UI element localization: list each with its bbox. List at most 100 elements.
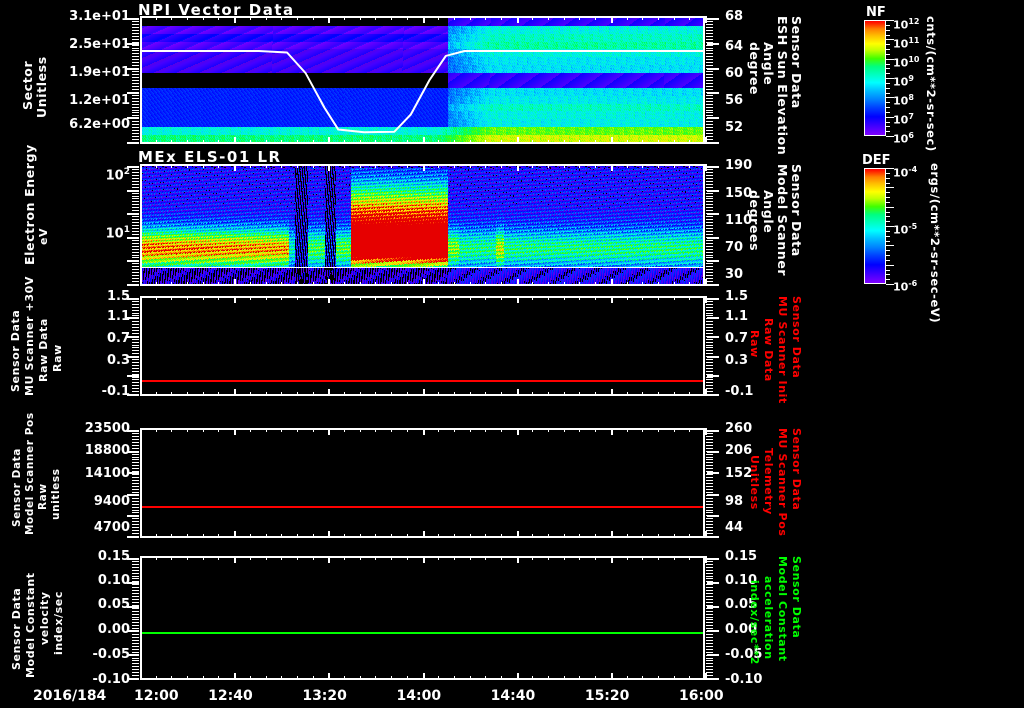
vel-right-ytick-4: -0.05 bbox=[725, 647, 763, 662]
npi-right-ytick-1: 64 bbox=[725, 39, 744, 54]
els-right-ytick-2: 110 bbox=[725, 213, 753, 228]
mu30-right-ytick-4: -0.1 bbox=[725, 384, 754, 399]
mu30-ytick-2: 0.7 bbox=[106, 331, 130, 346]
vel-right-ytick-3: 0.00 bbox=[725, 622, 758, 637]
npi-right-axis-title-1: ESH Sun Elevation bbox=[775, 16, 790, 156]
panel-els-plot-area bbox=[140, 164, 705, 286]
mu30-ytick-3: 0.3 bbox=[106, 353, 130, 368]
npi-left-axis-title-0: Sector bbox=[20, 60, 35, 110]
xaxis-date-label: 2016/184 bbox=[33, 688, 107, 704]
mu30-right-axis-title-0: Sensor Data bbox=[790, 296, 803, 379]
els-right-ytick-3: 70 bbox=[725, 240, 744, 255]
nf-cbar-tick-5: 107 bbox=[893, 112, 914, 127]
pos-right-axis-title-0: Sensor Data bbox=[790, 428, 803, 511]
nf-colorbar-title: NF bbox=[866, 5, 886, 20]
pos-right-axis-title-1: MU Scanner Pos bbox=[776, 428, 789, 537]
xaxis-tick-2: 13:20 bbox=[302, 688, 347, 704]
mu30-left-axis-title-2: Raw Data bbox=[37, 318, 50, 382]
vel-left-axis-title-1: Model Constant bbox=[24, 572, 37, 678]
def-cbar-tick-1: 10-5 bbox=[893, 222, 918, 237]
els-right-axis-title-2: Angle bbox=[761, 190, 776, 234]
nf-cbar-tick-2: 1010 bbox=[893, 55, 920, 70]
vel-right-axis-title-0: Sensor Data bbox=[790, 556, 803, 639]
pos-ytick-4: 4700 bbox=[93, 520, 130, 535]
pos-right-axis-title-3: Unitless bbox=[748, 455, 761, 510]
vel-ytick-0: 0.15 bbox=[97, 549, 130, 564]
els-right-axis-title-3: degrees bbox=[747, 190, 762, 252]
pos-right-axis-title-2: Telemetry bbox=[762, 448, 775, 515]
mu30-right-ytick-3: 0.3 bbox=[725, 353, 749, 368]
def-cbar-tick-0: 10-4 bbox=[893, 165, 918, 180]
els-right-ytick-0: 190 bbox=[725, 158, 753, 173]
vel-left-axis-title-0: Sensor Data bbox=[10, 587, 23, 670]
npi-right-ytick-4: 52 bbox=[725, 120, 744, 135]
nf-cbar-tick-1: 1011 bbox=[893, 36, 920, 51]
npi-spectrogram-canvas bbox=[142, 18, 703, 142]
vel-right-ytick-5: -0.10 bbox=[725, 672, 763, 687]
vel-ytick-1: 0.10 bbox=[97, 573, 130, 588]
npi-right-ytick-2: 60 bbox=[725, 66, 744, 81]
els-spectrogram-canvas bbox=[142, 166, 703, 284]
mu-scanner-init-raw-line bbox=[142, 380, 703, 382]
els-right-axis-title-0: Sensor Data bbox=[789, 164, 804, 257]
mu30-left-axis-title-0: Sensor Data bbox=[9, 309, 22, 392]
npi-right-axis-title-2: Angle bbox=[761, 42, 776, 86]
vel-right-axis-title-2: acceleration bbox=[762, 576, 775, 660]
npi-ytick-4: 6.2e+00 bbox=[69, 117, 130, 132]
mu30-right-axis-title-1: MU Scanner Init bbox=[776, 296, 789, 404]
els-right-axis-title-1: Model Scanner bbox=[775, 164, 790, 277]
xaxis-tick-1: 12:40 bbox=[208, 688, 253, 704]
pos-ytick-2: 14100 bbox=[84, 466, 130, 481]
panel-npi-plot-area bbox=[140, 16, 705, 144]
vel-right-ytick-2: 0.05 bbox=[725, 597, 758, 612]
vel-right-axis-title-1: Model Constant bbox=[776, 556, 789, 662]
def-colorbar-title: DEF bbox=[862, 153, 891, 168]
pos-right-ytick-2: 152 bbox=[725, 466, 753, 481]
npi-ytick-1: 2.5e+01 bbox=[69, 37, 130, 52]
pos-right-ytick-1: 206 bbox=[725, 443, 753, 458]
pos-left-axis-title-3: unitless bbox=[50, 468, 62, 520]
panel-model-scanner-pos-plot-area bbox=[140, 428, 705, 538]
mu30-ytick-4: -0.1 bbox=[101, 384, 130, 399]
pos-right-ytick-0: 260 bbox=[725, 421, 753, 436]
els-ytick-0: 102 bbox=[105, 167, 130, 184]
panel-mu-scanner-30v-plot-area bbox=[140, 296, 705, 396]
npi-right-axis-title-0: Sensor Data bbox=[789, 16, 804, 109]
mu-scanner-pos-telemetry-line bbox=[142, 506, 703, 508]
vel-left-axis-title-3: index/sec bbox=[52, 591, 65, 655]
npi-left-axis-title-1: Unitless bbox=[34, 56, 49, 118]
mu30-right-axis-title-2: Raw Data bbox=[762, 318, 775, 382]
def-colorbar-units: ergs/(cm**2-sr-sec-eV) bbox=[928, 163, 942, 324]
mu30-right-ytick-0: 1.5 bbox=[725, 289, 749, 304]
els-left-axis-title-0: Electron Energy bbox=[22, 144, 37, 265]
xaxis-tick-3: 14:00 bbox=[396, 688, 442, 704]
pos-left-axis-title-1: Model Scanner Pos bbox=[24, 412, 36, 535]
els-right-ytick-4: 30 bbox=[725, 267, 744, 282]
xaxis-tick-5: 15:20 bbox=[584, 688, 630, 704]
mu30-ytick-0: 1.5 bbox=[106, 289, 130, 304]
panel-model-constant-velocity-plot-area bbox=[140, 556, 705, 680]
panel-title-els: MEx ELS-01 LR bbox=[138, 148, 282, 166]
npi-ytick-0: 3.1e+01 bbox=[69, 9, 130, 24]
def-colorbar bbox=[864, 168, 886, 284]
vel-ytick-2: 0.05 bbox=[97, 597, 130, 612]
npi-right-ytick-0: 68 bbox=[725, 9, 744, 24]
xaxis-tick-4: 14:40 bbox=[490, 688, 536, 704]
els-right-ytick-1: 150 bbox=[725, 186, 753, 201]
nf-cbar-tick-6: 106 bbox=[893, 131, 914, 146]
npi-right-ytick-3: 56 bbox=[725, 93, 744, 108]
nf-cbar-tick-0: 1012 bbox=[893, 17, 920, 32]
pos-left-axis-title-0: Sensor Data bbox=[11, 448, 23, 527]
els-left-axis-title-1: eV bbox=[37, 227, 50, 245]
vel-ytick-5: -0.10 bbox=[92, 672, 130, 687]
def-cbar-tick-2: 10-6 bbox=[893, 279, 918, 294]
npi-right-axis-title-3: degree bbox=[747, 42, 762, 96]
mu30-right-ytick-2: 0.7 bbox=[725, 331, 749, 346]
npi-ytick-2: 1.9e+01 bbox=[69, 65, 130, 80]
pos-ytick-0: 23500 bbox=[84, 421, 130, 436]
pos-ytick-1: 18800 bbox=[84, 443, 130, 458]
vel-ytick-4: -0.05 bbox=[92, 647, 130, 662]
vel-right-ytick-0: 0.15 bbox=[725, 549, 758, 564]
pos-right-ytick-4: 44 bbox=[725, 520, 744, 535]
